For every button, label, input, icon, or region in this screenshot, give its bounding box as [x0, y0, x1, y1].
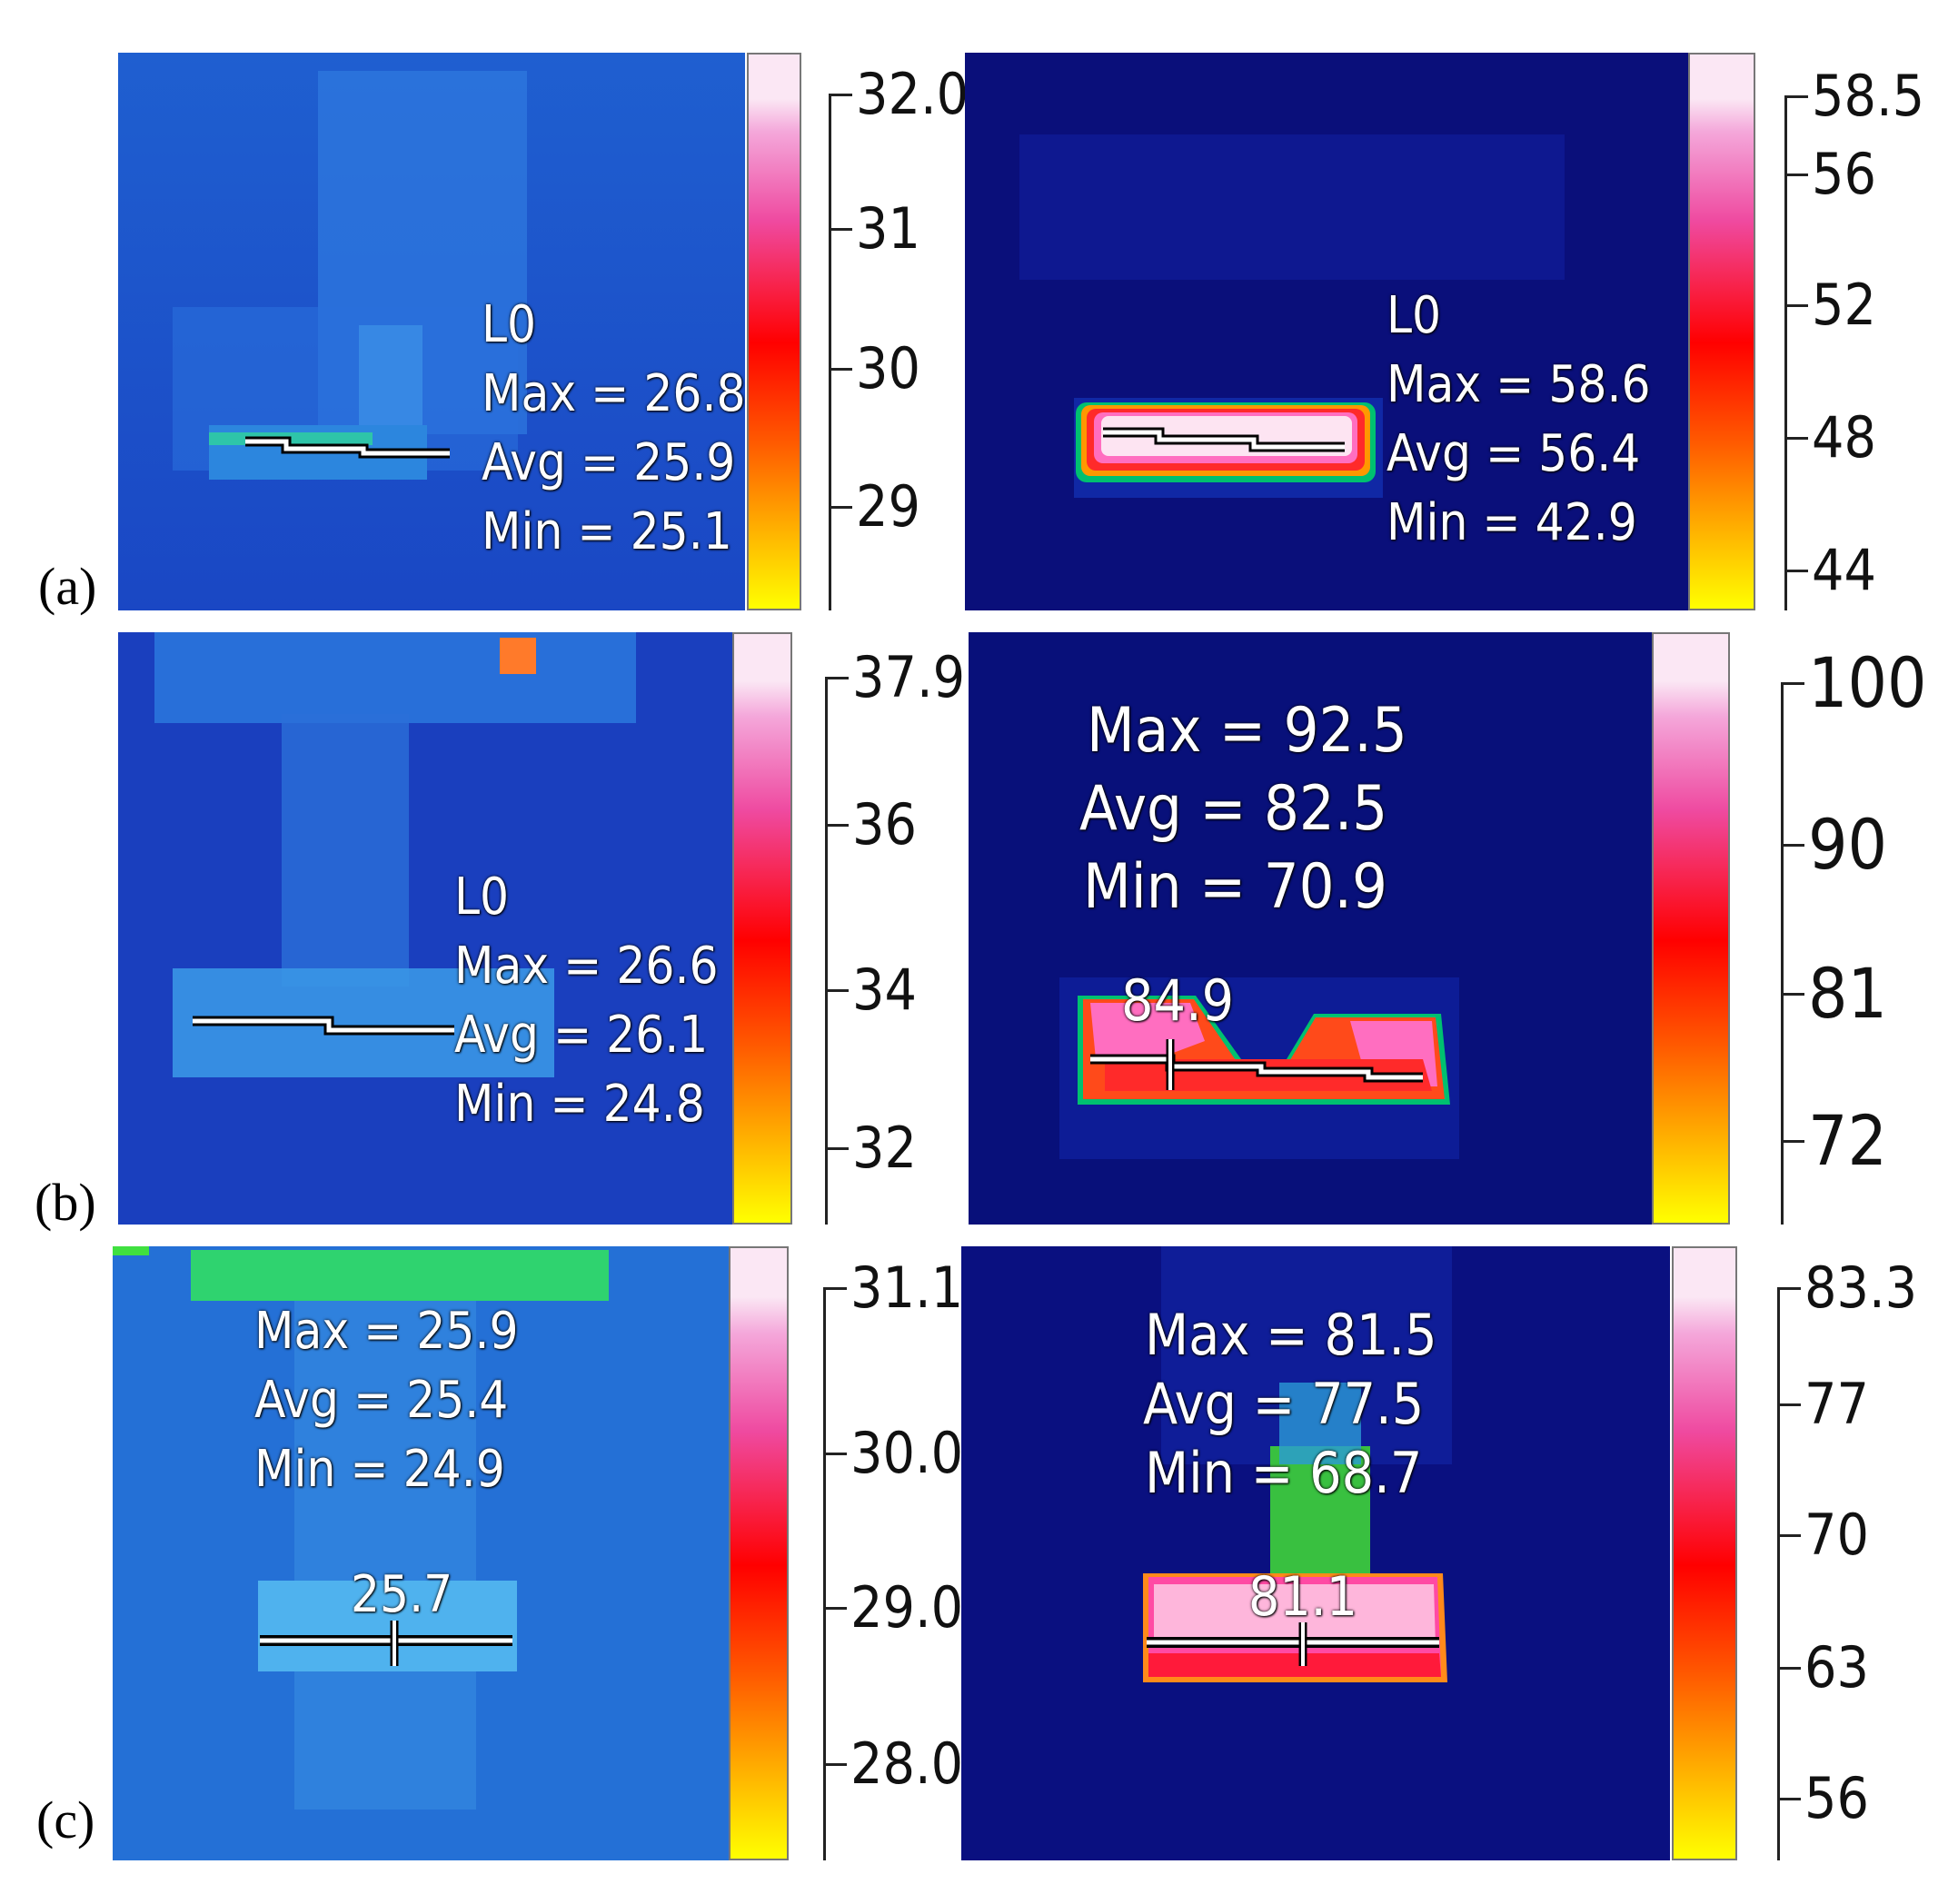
thermal-image-c-left: Max = 25.9 Avg = 25.4 Min = 24.9 25.7	[113, 1246, 729, 1860]
readout-min: Min = 42.9	[1387, 493, 1637, 552]
scale-tick-label: 30	[856, 335, 920, 402]
scale-tick-label: 31	[856, 195, 920, 262]
readout-line-1: L0	[454, 868, 510, 927]
scale-tick-label: 63	[1804, 1634, 1869, 1701]
readout-min: Min = 24.8	[454, 1075, 705, 1134]
scale-tick-label: 29.0	[850, 1574, 964, 1641]
scale-tick-label: 28.0	[850, 1730, 964, 1797]
scale-tick-label: 31.1	[850, 1254, 964, 1321]
readout-max: Max = 26.6	[454, 937, 719, 996]
readout-min: Min = 70.9	[1083, 851, 1387, 923]
spot-temperature: 25.7	[351, 1565, 453, 1624]
color-bar	[1688, 53, 1755, 610]
readout-max: Max = 25.9	[254, 1302, 519, 1361]
readout-max: Max = 58.6	[1387, 355, 1651, 414]
scale-tick-label: 34	[852, 957, 917, 1023]
color-bar	[747, 53, 801, 610]
readout-avg: Avg = 25.9	[482, 433, 736, 492]
scale-tick-label: 72	[1808, 1100, 1887, 1181]
scale-tick-label: 56	[1812, 141, 1876, 207]
scale-tick-label: 30.0	[850, 1420, 964, 1486]
readout-min: Min = 68.7	[1145, 1440, 1423, 1506]
scale-tick-label: 100	[1808, 642, 1927, 723]
thermal-image-b-right: Max = 92.5 Avg = 82.5 Min = 70.9 84.9	[969, 632, 1659, 1225]
scale-tick-label: 44	[1812, 537, 1876, 603]
row-label-b: (b)	[35, 1173, 96, 1232]
scale-tick-label: 77	[1804, 1371, 1869, 1437]
scale-tick-label: 52	[1812, 272, 1876, 338]
row-label-a: (a)	[38, 557, 97, 616]
scale-tick-label: 58.5	[1812, 63, 1925, 129]
readout-max: Max = 81.5	[1145, 1302, 1437, 1368]
thermal-image-a-right: L0 Max = 58.6 Avg = 56.4 Min = 42.9	[965, 53, 1688, 610]
spot-temperature: 84.9	[1121, 967, 1235, 1034]
scale-tick-label: 37.9	[852, 644, 966, 710]
color-bar	[1672, 1246, 1737, 1860]
readout-avg: Avg = 26.1	[454, 1006, 709, 1065]
readout-max: Max = 26.8	[482, 364, 745, 423]
scale-tick-label: 56	[1804, 1765, 1869, 1831]
scale-tick-label: 70	[1804, 1502, 1869, 1568]
color-bar	[1652, 632, 1730, 1225]
scale-tick-label: 90	[1808, 804, 1887, 885]
scale-tick-label: 83.3	[1804, 1254, 1918, 1321]
readout-avg: Avg = 56.4	[1387, 424, 1641, 483]
thermal-image-b-left: L0 Max = 26.6 Avg = 26.1 Min = 24.8	[118, 632, 732, 1225]
color-bar	[732, 632, 792, 1225]
readout-line-1: L0	[1387, 286, 1442, 345]
color-bar	[729, 1246, 789, 1860]
row-label-c: (c)	[36, 1790, 95, 1849]
scale-tick-label: 36	[852, 791, 917, 858]
readout-avg: Avg = 25.4	[254, 1371, 509, 1430]
readout-avg: Avg = 77.5	[1143, 1371, 1425, 1437]
scale-tick-label: 81	[1808, 953, 1887, 1034]
readout-line-1: L0	[482, 295, 537, 354]
readout-min: Min = 25.1	[482, 502, 732, 561]
scale-tick-label: 48	[1812, 404, 1876, 471]
readout-max: Max = 92.5	[1087, 695, 1407, 767]
readout-avg: Avg = 82.5	[1079, 773, 1388, 845]
scale-tick-label: 32	[852, 1115, 917, 1181]
thermal-image-c-right: Max = 81.5 Avg = 77.5 Min = 68.7 81.1	[961, 1246, 1670, 1860]
scale-tick-label: 32.0	[856, 61, 969, 127]
spot-temperature: 81.1	[1248, 1565, 1358, 1629]
readout-min: Min = 24.9	[254, 1440, 505, 1499]
thermal-image-a-left: L0 Max = 26.8 Avg = 25.9 Min = 25.1	[118, 53, 745, 610]
scale-tick-label: 29	[856, 473, 920, 540]
